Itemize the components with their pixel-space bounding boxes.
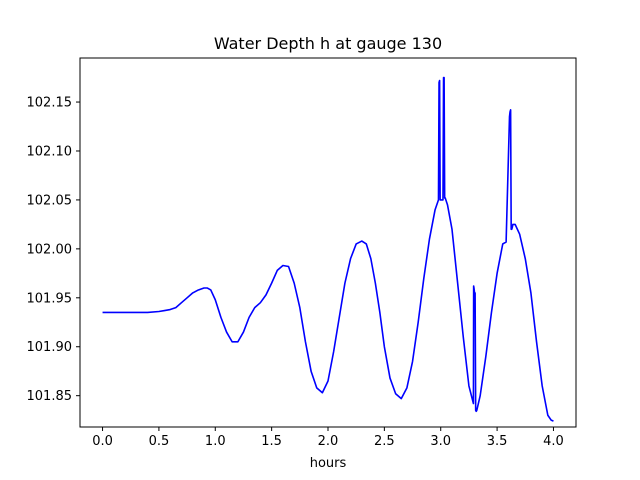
y-tick-label: 101.90 [27, 340, 73, 355]
x-axis: 0.0 0.5 1.0 1.5 2.0 2.5 3.0 3.5 4.0 [92, 427, 564, 449]
y-tick-label: 102.00 [27, 242, 73, 257]
x-tick-label: 3.5 [487, 434, 508, 449]
y-tick-label: 102.10 [27, 144, 73, 159]
y-axis: 101.85 101.90 101.95 102.00 102.05 102.10 102.… [27, 96, 80, 404]
x-tick-label: 0.0 [92, 434, 113, 449]
x-tick-label: 2.5 [374, 434, 395, 449]
x-tick-label: 4.0 [543, 434, 564, 449]
y-tick-label: 102.15 [27, 96, 73, 111]
series-layer [102, 76, 554, 422]
y-tick-label: 101.95 [27, 291, 73, 306]
x-tick-label: 2.0 [318, 434, 339, 449]
y-tick-label: 102.05 [27, 193, 73, 208]
x-axis-label: hours [310, 456, 347, 471]
x-tick-label: 1.5 [261, 434, 282, 449]
x-tick-label: 3.0 [430, 434, 451, 449]
x-tick-label: 0.5 [149, 434, 170, 449]
x-tick-label: 1.0 [205, 434, 226, 449]
series-line-0 [102, 76, 554, 422]
y-tick-label: 101.85 [27, 389, 73, 404]
chart-title: Water Depth h at gauge 130 [214, 34, 442, 53]
